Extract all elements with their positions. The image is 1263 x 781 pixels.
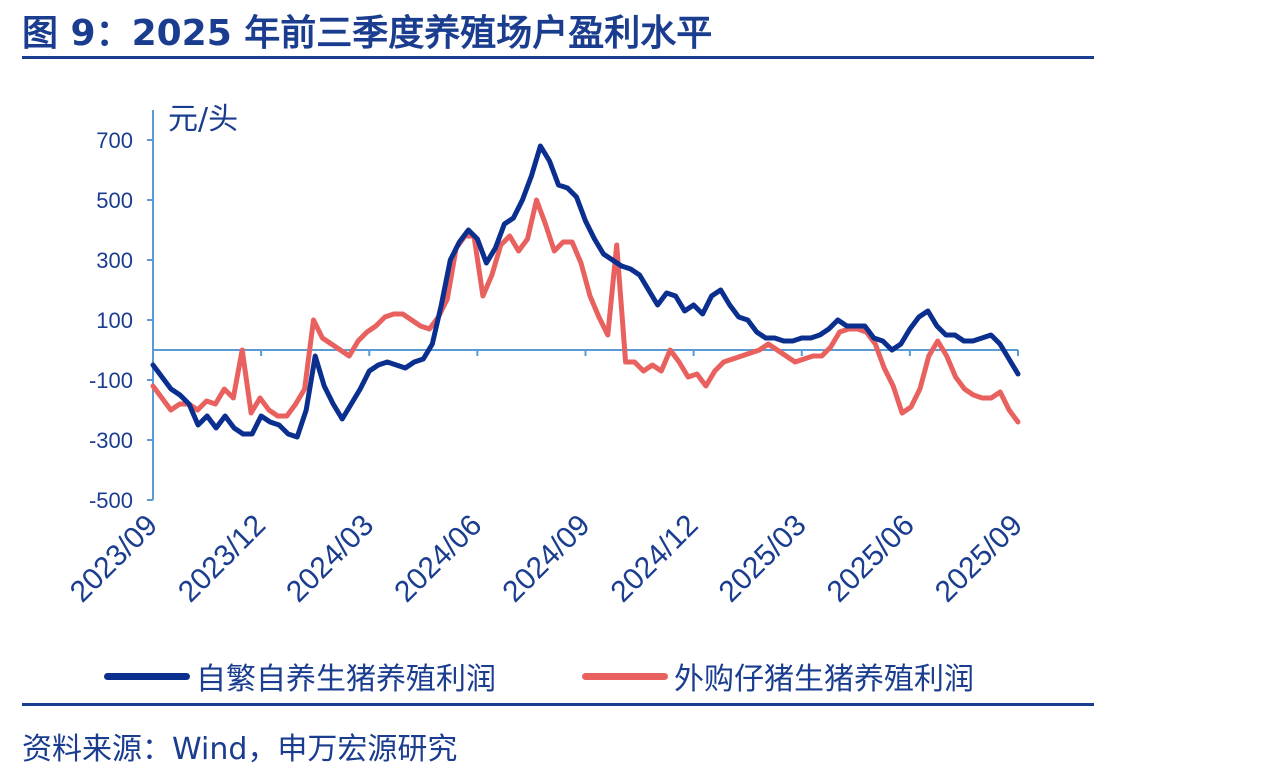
footer-divider: [22, 703, 1094, 706]
x-tick-label: 2025/09: [929, 509, 1029, 609]
y-tick-label: 700: [96, 128, 133, 153]
legend-item-self-breeding: 自繁自养生猪养殖利润: [104, 654, 496, 698]
series-line-purchased-piglets: [150, 197, 1021, 425]
x-tick-label: 2024/12: [605, 509, 705, 609]
legend-item-purchased-piglets: 外购仔猪生猪养殖利润: [582, 654, 974, 698]
legend-swatch-self-breeding: [104, 672, 190, 680]
series-line-self-breeding: [150, 143, 1021, 440]
y-tick-label: -500: [89, 488, 133, 513]
page-title: 图 9：2025 年前三季度养殖场户盈利水平: [22, 13, 713, 54]
title-divider: [22, 56, 1094, 59]
legend-label-self-breeding: 自繁自养生猪养殖利润: [196, 662, 496, 697]
x-tick-label: 2024/09: [496, 509, 596, 609]
x-tick-label: 2025/03: [713, 509, 813, 609]
x-tick-label: 2024/06: [388, 509, 488, 609]
y-axis-label: 元/头: [168, 102, 238, 137]
x-tick-label: 2023/09: [64, 509, 164, 609]
y-tick-label: -300: [89, 428, 133, 453]
x-tick-label: 2025/06: [821, 509, 921, 609]
source-note: 资料来源：Wind，申万宏源研究: [22, 732, 458, 767]
y-tick-label: 100: [96, 308, 133, 333]
legend-swatch-purchased-piglets: [582, 672, 668, 680]
legend-label-purchased-piglets: 外购仔猪生猪养殖利润: [674, 662, 974, 697]
y-tick-label: -100: [89, 368, 133, 393]
y-tick-label: 300: [96, 248, 133, 273]
y-tick-label: 500: [96, 188, 133, 213]
chart-series: [150, 143, 1021, 440]
x-tick-label: 2023/12: [172, 509, 272, 609]
x-tick-label: 2024/03: [280, 509, 380, 609]
